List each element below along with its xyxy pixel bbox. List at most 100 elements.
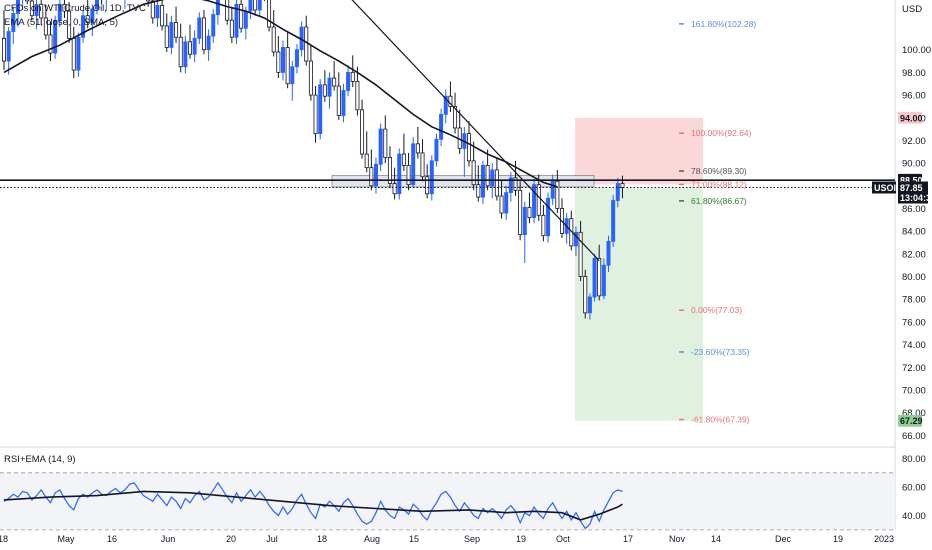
candle: [476, 165, 481, 202]
currency-label: USD: [902, 4, 922, 15]
candle: [124, 0, 126, 9]
chart-title: CFDs on WTI Crude Oil, 1D, TVC: [4, 3, 146, 14]
candle-body: [611, 200, 616, 242]
candle-body: [332, 77, 337, 87]
candle-body: [25, 0, 30, 2]
resistance-zone: [331, 175, 595, 188]
candle: [155, 0, 160, 28]
overlays: [0, 0, 895, 262]
candle: [611, 194, 616, 248]
candle-body: [294, 49, 299, 68]
price-tick-label: 68.00: [902, 408, 926, 419]
candle: [197, 12, 202, 45]
candle: [229, 6, 234, 43]
last-price-tag: [898, 181, 928, 204]
time-tick-label: 18: [0, 534, 8, 544]
candle: [257, 0, 262, 17]
candle-body: [578, 231, 583, 277]
candle: [453, 92, 458, 134]
candle-body: [160, 5, 165, 27]
candle-body: [392, 183, 397, 195]
price-tick-label: 74.00: [902, 340, 926, 351]
candle-body: [29, 0, 34, 17]
candle: [499, 180, 504, 219]
candle: [304, 15, 309, 66]
candle: [518, 181, 523, 241]
candle: [443, 89, 448, 124]
candle: [597, 244, 602, 301]
candle: [332, 61, 337, 91]
candle: [215, 0, 220, 25]
price-tag: [898, 111, 922, 124]
candle-body: [201, 17, 206, 51]
candle: [160, 0, 165, 31]
candle-body: [276, 51, 281, 73]
candle-body: [15, 0, 20, 14]
candle-body: [239, 3, 244, 29]
candle-body: [164, 25, 169, 48]
candle-body: [327, 77, 332, 97]
symbol-tag: [872, 181, 896, 194]
time-tick-label: 18: [317, 534, 327, 544]
candle-body: [360, 109, 365, 155]
candle-body: [150, 0, 155, 19]
time-tick-label: Dec: [775, 534, 792, 544]
candle: [34, 0, 39, 30]
candle: [318, 79, 323, 140]
price-tick-label: 90.00: [902, 159, 926, 170]
candle: [29, 0, 34, 21]
candlestick-series: [2, 0, 625, 320]
ema-legend: EMA (51, close, 0, SMA, 5): [4, 17, 118, 28]
candle: [15, 0, 20, 28]
candle-body: [373, 163, 378, 187]
candle-body: [85, 15, 90, 23]
candle-body: [187, 41, 192, 55]
candle: [346, 65, 351, 97]
candle-body: [234, 3, 239, 38]
candle: [601, 258, 606, 300]
price-tag: [898, 414, 922, 427]
candle: [308, 45, 313, 101]
candle-body: [350, 71, 355, 82]
position-zones: [331, 117, 703, 421]
candle-body: [53, 19, 58, 54]
time-tick-label: 19: [516, 534, 526, 544]
candle-body: [485, 164, 490, 187]
candle-body: [304, 26, 309, 62]
candle: [397, 148, 402, 200]
candle-body: [169, 22, 174, 48]
candle: [263, 0, 265, 1]
price-tick-label: 100.00: [902, 45, 931, 56]
rsi-band-fill: [0, 472, 895, 530]
stop-loss-zone: [575, 117, 703, 185]
candle-body: [541, 214, 546, 237]
candle-body: [490, 169, 495, 187]
candle: [583, 269, 588, 319]
candle: [327, 72, 332, 109]
candle-body: [322, 84, 327, 97]
candle: [508, 172, 513, 202]
candle: [555, 169, 560, 214]
candle-body: [346, 71, 351, 91]
candle: [392, 167, 397, 200]
candle-body: [387, 157, 392, 184]
candle-body: [257, 0, 262, 11]
candle-body: [215, 0, 220, 15]
candle-body: [420, 152, 425, 178]
price-tick-label: 96.00: [902, 91, 926, 102]
candle-body: [280, 47, 285, 73]
candle: [434, 133, 439, 167]
candle: [578, 220, 583, 282]
time-tick-label: Sep: [464, 534, 480, 544]
fib-label: 0.00%(77.03): [691, 305, 742, 315]
candle: [271, 10, 276, 57]
candle-body: [336, 85, 341, 116]
candle: [504, 185, 509, 220]
candle: [522, 201, 527, 263]
candle: [494, 157, 499, 201]
time-tick-label: 15: [409, 534, 419, 544]
candle-body: [39, 3, 44, 19]
candle: [429, 155, 434, 201]
rsi-tick-label: 60.00: [902, 483, 926, 494]
